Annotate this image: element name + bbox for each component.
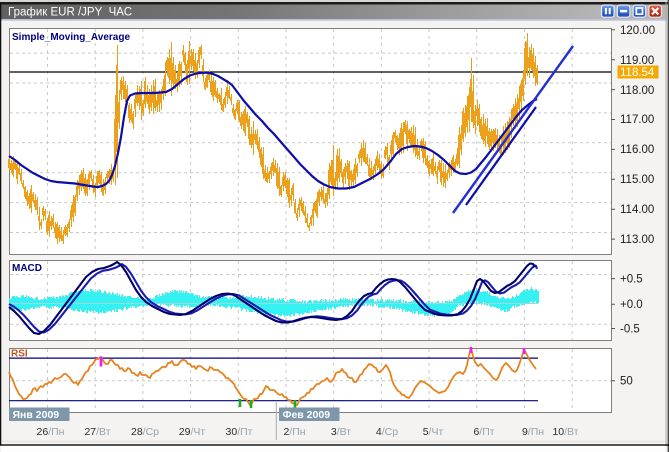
svg-text:29/Чт: 29/Чт (179, 426, 206, 438)
svg-text:Simple_Moving_Average: Simple_Moving_Average (12, 32, 130, 43)
svg-text:113.00: 113.00 (620, 234, 654, 246)
svg-text:График EUR /JPY ЧАС: График EUR /JPY ЧАС (8, 7, 132, 19)
svg-text:MACD: MACD (12, 263, 42, 274)
svg-text:116.00: 116.00 (620, 144, 654, 156)
svg-text:50: 50 (620, 376, 633, 388)
svg-text:+0.5: +0.5 (620, 274, 643, 286)
svg-text:6/Пт: 6/Пт (473, 426, 494, 438)
svg-text:119.00: 119.00 (620, 55, 654, 67)
svg-text:118.54: 118.54 (620, 67, 655, 79)
svg-text:117.00: 117.00 (620, 114, 654, 126)
svg-text:120.00: 120.00 (620, 25, 655, 37)
svg-text:2/Пн: 2/Пн (283, 426, 305, 438)
svg-text:+0.0: +0.0 (620, 299, 643, 311)
svg-text:118.00: 118.00 (620, 85, 654, 97)
svg-text:4/Ср: 4/Ср (376, 426, 398, 438)
svg-text:26/Пн: 26/Пн (37, 426, 65, 438)
svg-text:9/Пн: 9/Пн (522, 426, 544, 438)
svg-text:28/Ср: 28/Ср (131, 426, 159, 438)
svg-text:RSI: RSI (11, 349, 28, 360)
svg-text:114.00: 114.00 (620, 204, 654, 216)
svg-text:-0.5: -0.5 (620, 324, 640, 336)
svg-text:3/Вт: 3/Вт (331, 426, 351, 438)
svg-text:10/Вт: 10/Вт (552, 426, 578, 438)
svg-text:5/Чт: 5/Чт (423, 426, 444, 438)
svg-text:27/Вт: 27/Вт (84, 426, 110, 438)
svg-text:Фев 2009: Фев 2009 (283, 409, 331, 421)
svg-text:Янв 2009: Янв 2009 (13, 409, 60, 421)
svg-text:115.00: 115.00 (620, 174, 654, 186)
svg-text:30/Пт: 30/Пт (226, 426, 253, 438)
